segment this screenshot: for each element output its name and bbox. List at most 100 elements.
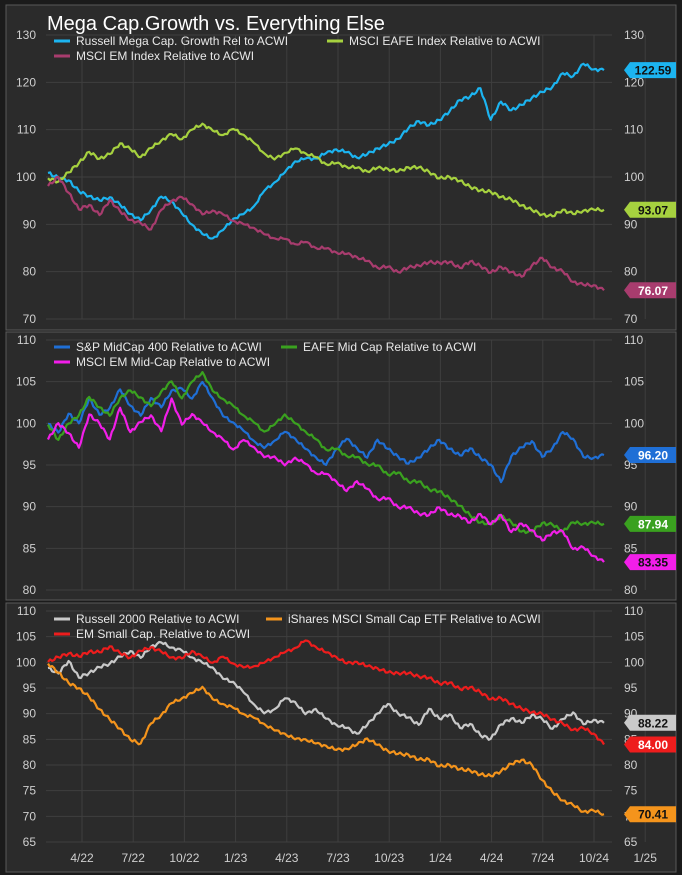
series-line bbox=[47, 380, 605, 484]
legend-label: EM Small Cap. Relative to ACWI bbox=[76, 627, 250, 641]
panel-3: 6565707075758080858590909595100100105105… bbox=[5, 602, 677, 873]
last-value-badge bbox=[624, 515, 676, 532]
y-tick-label-left: 80 bbox=[23, 265, 37, 279]
y-tick-label-left: 105 bbox=[16, 375, 36, 389]
y-tick-label-right: 90 bbox=[624, 217, 638, 231]
panel-frame bbox=[5, 602, 677, 873]
chart-title: Mega Cap.Growth vs. Everything Else bbox=[47, 13, 385, 35]
y-tick-label-left: 90 bbox=[23, 217, 37, 231]
last-value-label: 87.94 bbox=[638, 517, 668, 531]
last-value-badge bbox=[624, 282, 676, 299]
panel-frame bbox=[5, 4, 677, 331]
last-value-badge bbox=[624, 447, 676, 463]
y-tick-label-left: 130 bbox=[16, 28, 36, 42]
x-tick-label: 10/23 bbox=[374, 851, 404, 865]
y-tick-label-right: 65 bbox=[624, 835, 638, 849]
series-line bbox=[47, 639, 605, 746]
y-tick-label-right: 100 bbox=[624, 416, 644, 430]
last-value-badge bbox=[624, 201, 676, 218]
x-tick-label: 1/25 bbox=[634, 851, 658, 865]
last-value-label: 76.07 bbox=[638, 284, 668, 298]
y-tick-label-left: 110 bbox=[17, 123, 36, 137]
x-tick-label: 7/22 bbox=[122, 851, 146, 865]
y-tick-label-right: 110 bbox=[624, 604, 643, 618]
y-tick-label-left: 75 bbox=[23, 784, 37, 798]
y-tick-label-left: 110 bbox=[17, 604, 36, 618]
y-tick-label-left: 70 bbox=[23, 312, 37, 326]
x-tick-label: 1/24 bbox=[429, 851, 453, 865]
last-value-label: 88.22 bbox=[638, 716, 668, 730]
last-value-label: 96.20 bbox=[638, 449, 668, 463]
last-value-badge bbox=[624, 736, 676, 753]
y-tick-label-right: 105 bbox=[624, 630, 644, 644]
y-tick-label-left: 95 bbox=[23, 681, 37, 695]
y-tick-label-right: 105 bbox=[624, 375, 644, 389]
last-value-label: 70.41 bbox=[638, 808, 668, 822]
y-tick-label-right: 80 bbox=[624, 265, 638, 279]
x-tick-label: 4/24 bbox=[480, 851, 504, 865]
y-tick-label-left: 70 bbox=[23, 809, 37, 823]
last-value-label: 84.00 bbox=[638, 738, 668, 752]
legend-label: MSCI EM Mid-Cap Relative to ACWI bbox=[76, 355, 270, 369]
x-tick-label: 10/24 bbox=[579, 851, 609, 865]
y-tick-label-left: 85 bbox=[23, 732, 37, 746]
y-tick-label-left: 120 bbox=[16, 75, 36, 89]
y-tick-label-right: 110 bbox=[624, 123, 643, 137]
legend-label: Russell 2000 Relative to ACWI bbox=[76, 612, 239, 626]
legend-label: iShares MSCI Small Cap ETF Relative to A… bbox=[288, 612, 541, 626]
x-tick-label: 1/23 bbox=[224, 851, 248, 865]
last-value-badge bbox=[624, 714, 676, 731]
series-line bbox=[47, 122, 605, 218]
series-line bbox=[47, 640, 605, 741]
y-tick-label-left: 100 bbox=[16, 416, 36, 430]
series-line bbox=[47, 662, 605, 816]
y-tick-label-left: 110 bbox=[17, 333, 36, 347]
y-tick-label-right: 75 bbox=[624, 784, 638, 798]
legend-label: MSCI EAFE Index Relative to ACWI bbox=[349, 34, 540, 48]
last-value-label: 93.07 bbox=[638, 203, 668, 217]
last-value-label: 122.59 bbox=[635, 64, 672, 78]
y-tick-label-left: 90 bbox=[23, 707, 37, 721]
x-tick-label: 4/23 bbox=[275, 851, 299, 865]
y-tick-label-right: 90 bbox=[624, 500, 638, 514]
y-tick-label-right: 85 bbox=[624, 541, 638, 555]
y-tick-label-left: 105 bbox=[16, 630, 36, 644]
last-value-badge bbox=[624, 806, 676, 823]
y-tick-label-left: 95 bbox=[23, 458, 37, 472]
last-value-badge bbox=[624, 62, 676, 79]
y-tick-label-right: 100 bbox=[624, 170, 644, 184]
y-tick-label-right: 80 bbox=[624, 583, 638, 597]
series-line bbox=[47, 62, 605, 240]
y-tick-label-right: 70 bbox=[624, 312, 638, 326]
x-tick-label: 4/22 bbox=[70, 851, 94, 865]
y-tick-label-right: 120 bbox=[624, 75, 644, 89]
y-tick-label-left: 80 bbox=[23, 583, 37, 597]
last-value-badge bbox=[624, 554, 676, 571]
x-tick-label: 10/22 bbox=[169, 851, 199, 865]
y-tick-label-right: 110 bbox=[624, 333, 643, 347]
legend-label: S&P MidCap 400 Relative to ACWI bbox=[76, 340, 262, 354]
x-tick-label: 7/23 bbox=[326, 851, 350, 865]
y-tick-label-left: 65 bbox=[23, 835, 37, 849]
panel-frame bbox=[5, 331, 677, 601]
x-tick-label: 7/24 bbox=[531, 851, 555, 865]
y-tick-label-left: 100 bbox=[16, 170, 36, 184]
series-line bbox=[47, 175, 605, 292]
y-tick-label-left: 85 bbox=[23, 541, 37, 555]
legend-label: EAFE Mid Cap Relative to ACWI bbox=[303, 340, 476, 354]
y-tick-label-right: 100 bbox=[624, 655, 644, 669]
series-line bbox=[46, 397, 605, 563]
panel-1: 70 70 80 80 90 90 100 100 110 110 120 120 130 130 122.… bbox=[5, 4, 677, 331]
y-tick-label-right: 80 bbox=[624, 758, 638, 772]
y-tick-label-right: 95 bbox=[624, 681, 638, 695]
y-tick-label-left: 100 bbox=[16, 655, 36, 669]
y-tick-label-left: 80 bbox=[23, 758, 37, 772]
y-tick-label-right: 130 bbox=[624, 28, 644, 42]
y-tick-label-left: 90 bbox=[23, 500, 37, 514]
legend-label: Russell Mega Cap. Growth Rel to ACWI bbox=[76, 34, 288, 48]
legend-label: MSCI EM Index Relative to ACWI bbox=[76, 49, 254, 63]
series-line bbox=[47, 371, 605, 535]
